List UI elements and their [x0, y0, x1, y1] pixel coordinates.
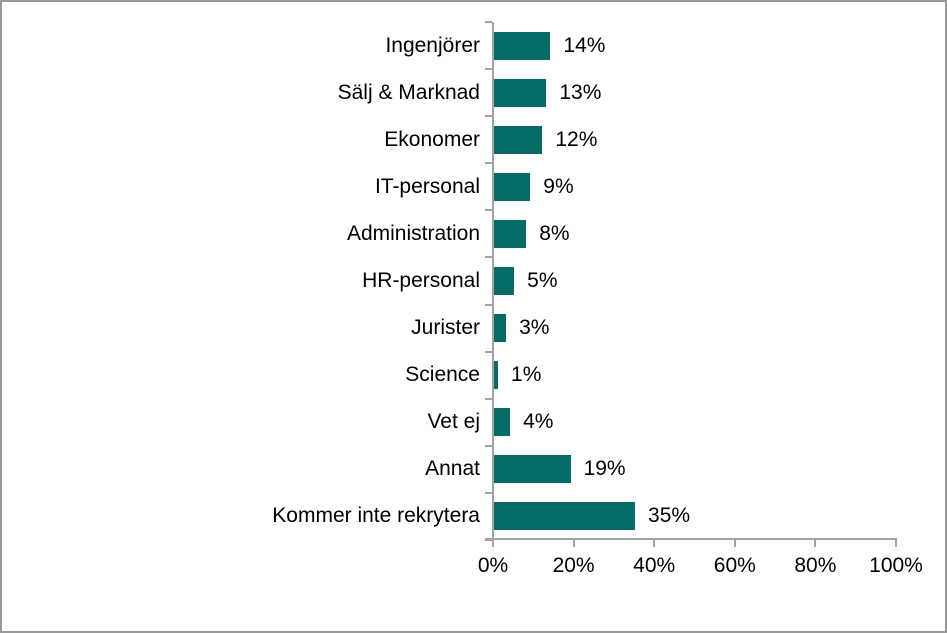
category-label: Kommer inte rekrytera: [272, 504, 480, 528]
y-axis-tick: [485, 303, 492, 306]
category-label: Ingenjörer: [385, 33, 480, 57]
x-axis-line: [485, 538, 897, 540]
y-axis-tick: [485, 209, 492, 212]
value-label: 35%: [648, 504, 691, 528]
y-axis-tick: [485, 162, 492, 165]
value-label: 3%: [519, 316, 550, 340]
y-axis-tick: [485, 350, 492, 353]
x-tick-label: 0%: [477, 554, 509, 577]
bar: [494, 125, 543, 154]
bar: [494, 502, 636, 531]
x-axis-tick: [492, 540, 494, 547]
x-axis-tick: [653, 540, 656, 547]
category-label: Ekonomer: [384, 127, 480, 151]
x-axis-tick: [733, 540, 736, 547]
category-label: Vet ej: [427, 410, 480, 434]
y-axis-tick: [485, 68, 492, 71]
x-axis-tick: [895, 540, 897, 547]
x-axis-tick: [572, 540, 575, 547]
value-label: 13%: [559, 80, 602, 104]
value-label: 4%: [523, 410, 554, 434]
y-axis-tick: [485, 115, 492, 118]
bar: [494, 455, 571, 484]
value-label: 19%: [583, 457, 626, 481]
value-label: 5%: [527, 268, 558, 292]
x-tick-label: 60%: [713, 554, 756, 577]
category-label: Jurister: [411, 316, 480, 340]
y-axis-tick: [485, 256, 492, 259]
y-axis-tick: [485, 444, 492, 447]
category-label: Annat: [425, 457, 480, 481]
value-label: 9%: [543, 174, 574, 198]
value-label: 8%: [539, 221, 570, 245]
y-axis-tick: [485, 491, 492, 494]
value-label: 12%: [555, 127, 598, 151]
y-axis-tick: [485, 539, 492, 541]
y-axis-tick: [485, 397, 492, 400]
y-axis-line: [492, 22, 494, 540]
category-label: HR-personal: [362, 268, 480, 292]
bar: [494, 31, 551, 60]
value-label: 14%: [563, 33, 606, 57]
x-tick-label: 100%: [869, 554, 923, 577]
x-tick-label: 20%: [552, 554, 595, 577]
bar: [494, 408, 511, 437]
category-label: IT-personal: [374, 174, 480, 198]
bar: [494, 361, 499, 390]
category-label: Sälj & Marknad: [337, 80, 480, 104]
x-tick-label: 80%: [794, 554, 837, 577]
bar: [494, 78, 547, 107]
x-tick-label: 40%: [633, 554, 676, 577]
x-axis-tick: [814, 540, 817, 547]
bar: [494, 172, 531, 201]
y-axis-tick: [485, 21, 492, 23]
category-label: Science: [405, 363, 480, 387]
value-label: 1%: [511, 363, 542, 387]
category-label: Administration: [346, 221, 480, 245]
bar: [494, 219, 527, 248]
bar: [494, 267, 515, 295]
bar: [494, 314, 507, 343]
